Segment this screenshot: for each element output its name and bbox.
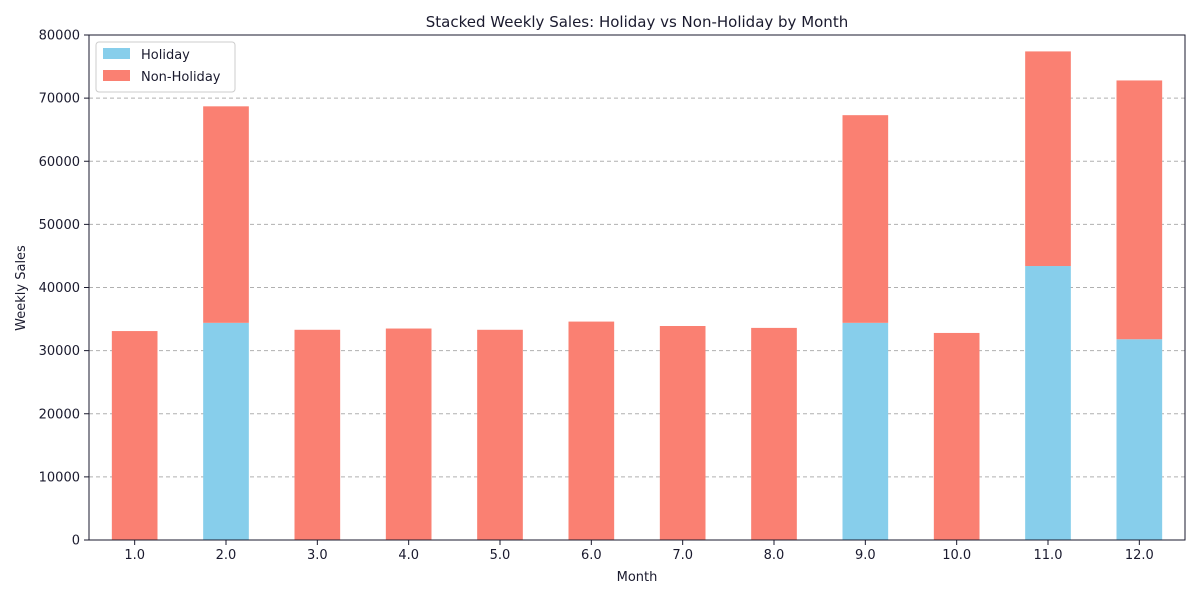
bar-non-holiday-2.0 bbox=[203, 106, 249, 323]
legend-swatch-holiday bbox=[103, 48, 130, 59]
x-tick-label: 12.0 bbox=[1125, 548, 1154, 563]
bar-non-holiday-4.0 bbox=[385, 328, 432, 540]
y-tick-label: 10000 bbox=[39, 470, 80, 485]
bar-non-holiday-6.0 bbox=[568, 321, 615, 540]
y-tick-label: 30000 bbox=[39, 344, 80, 359]
y-tick-label: 40000 bbox=[39, 281, 80, 296]
bar-holiday-2.0 bbox=[203, 322, 249, 540]
x-tick-label: 6.0 bbox=[581, 548, 602, 563]
bar-non-holiday-7.0 bbox=[659, 326, 706, 540]
bar-holiday-11.0 bbox=[1025, 266, 1071, 540]
legend-box bbox=[95, 41, 236, 93]
x-tick-label: 11.0 bbox=[1034, 548, 1063, 563]
x-tick-label: 8.0 bbox=[764, 548, 785, 563]
y-tick-label: 20000 bbox=[39, 407, 80, 422]
x-tick-label: 7.0 bbox=[672, 548, 693, 563]
bar-non-holiday-9.0 bbox=[842, 115, 889, 323]
bar-non-holiday-8.0 bbox=[751, 327, 797, 540]
y-tick-label: 0 bbox=[72, 534, 80, 549]
bar-non-holiday-12.0 bbox=[1116, 80, 1163, 340]
y-tick-label: 60000 bbox=[39, 155, 80, 170]
chart-title: Stacked Weekly Sales: Holiday vs Non-Hol… bbox=[426, 13, 848, 31]
y-axis: 0 10000 20000 30000 40000 50000 60000 70000 8000… bbox=[39, 29, 89, 549]
bar-holiday-12.0 bbox=[1116, 339, 1163, 540]
legend-label-holiday: Holiday bbox=[141, 48, 190, 63]
x-tick-label: 4.0 bbox=[398, 548, 419, 563]
bar-non-holiday-5.0 bbox=[477, 329, 523, 540]
bar-non-holiday-3.0 bbox=[294, 329, 341, 540]
y-axis-label: Weekly Sales bbox=[14, 245, 29, 331]
bar-holiday-9.0 bbox=[842, 322, 889, 540]
legend-label-non-holiday: Non-Holiday bbox=[141, 70, 221, 85]
y-tick-label: 50000 bbox=[39, 218, 80, 233]
bar-non-holiday-1.0 bbox=[111, 331, 158, 540]
x-tick-label: 2.0 bbox=[216, 548, 237, 563]
x-axis-label: Month bbox=[617, 570, 658, 585]
x-axis: 1.0 2.0 3.0 4.0 5.0 6.0 7.0 8.0 9.0 10.0 11.0 12.0 bbox=[124, 540, 1154, 563]
x-tick-label: 3.0 bbox=[307, 548, 328, 563]
bars bbox=[111, 51, 1163, 540]
y-tick-label: 70000 bbox=[39, 92, 80, 107]
bar-non-holiday-11.0 bbox=[1025, 51, 1071, 267]
x-tick-label: 9.0 bbox=[855, 548, 876, 563]
x-tick-label: 10.0 bbox=[942, 548, 971, 563]
x-tick-label: 5.0 bbox=[490, 548, 511, 563]
legend: Holiday Non-Holiday bbox=[95, 41, 236, 93]
bar-non-holiday-10.0 bbox=[933, 332, 980, 540]
y-tick-label: 80000 bbox=[39, 29, 80, 44]
grid-lines bbox=[89, 34, 1185, 478]
legend-swatch-non-holiday bbox=[103, 70, 130, 81]
x-tick-label: 1.0 bbox=[124, 548, 145, 563]
